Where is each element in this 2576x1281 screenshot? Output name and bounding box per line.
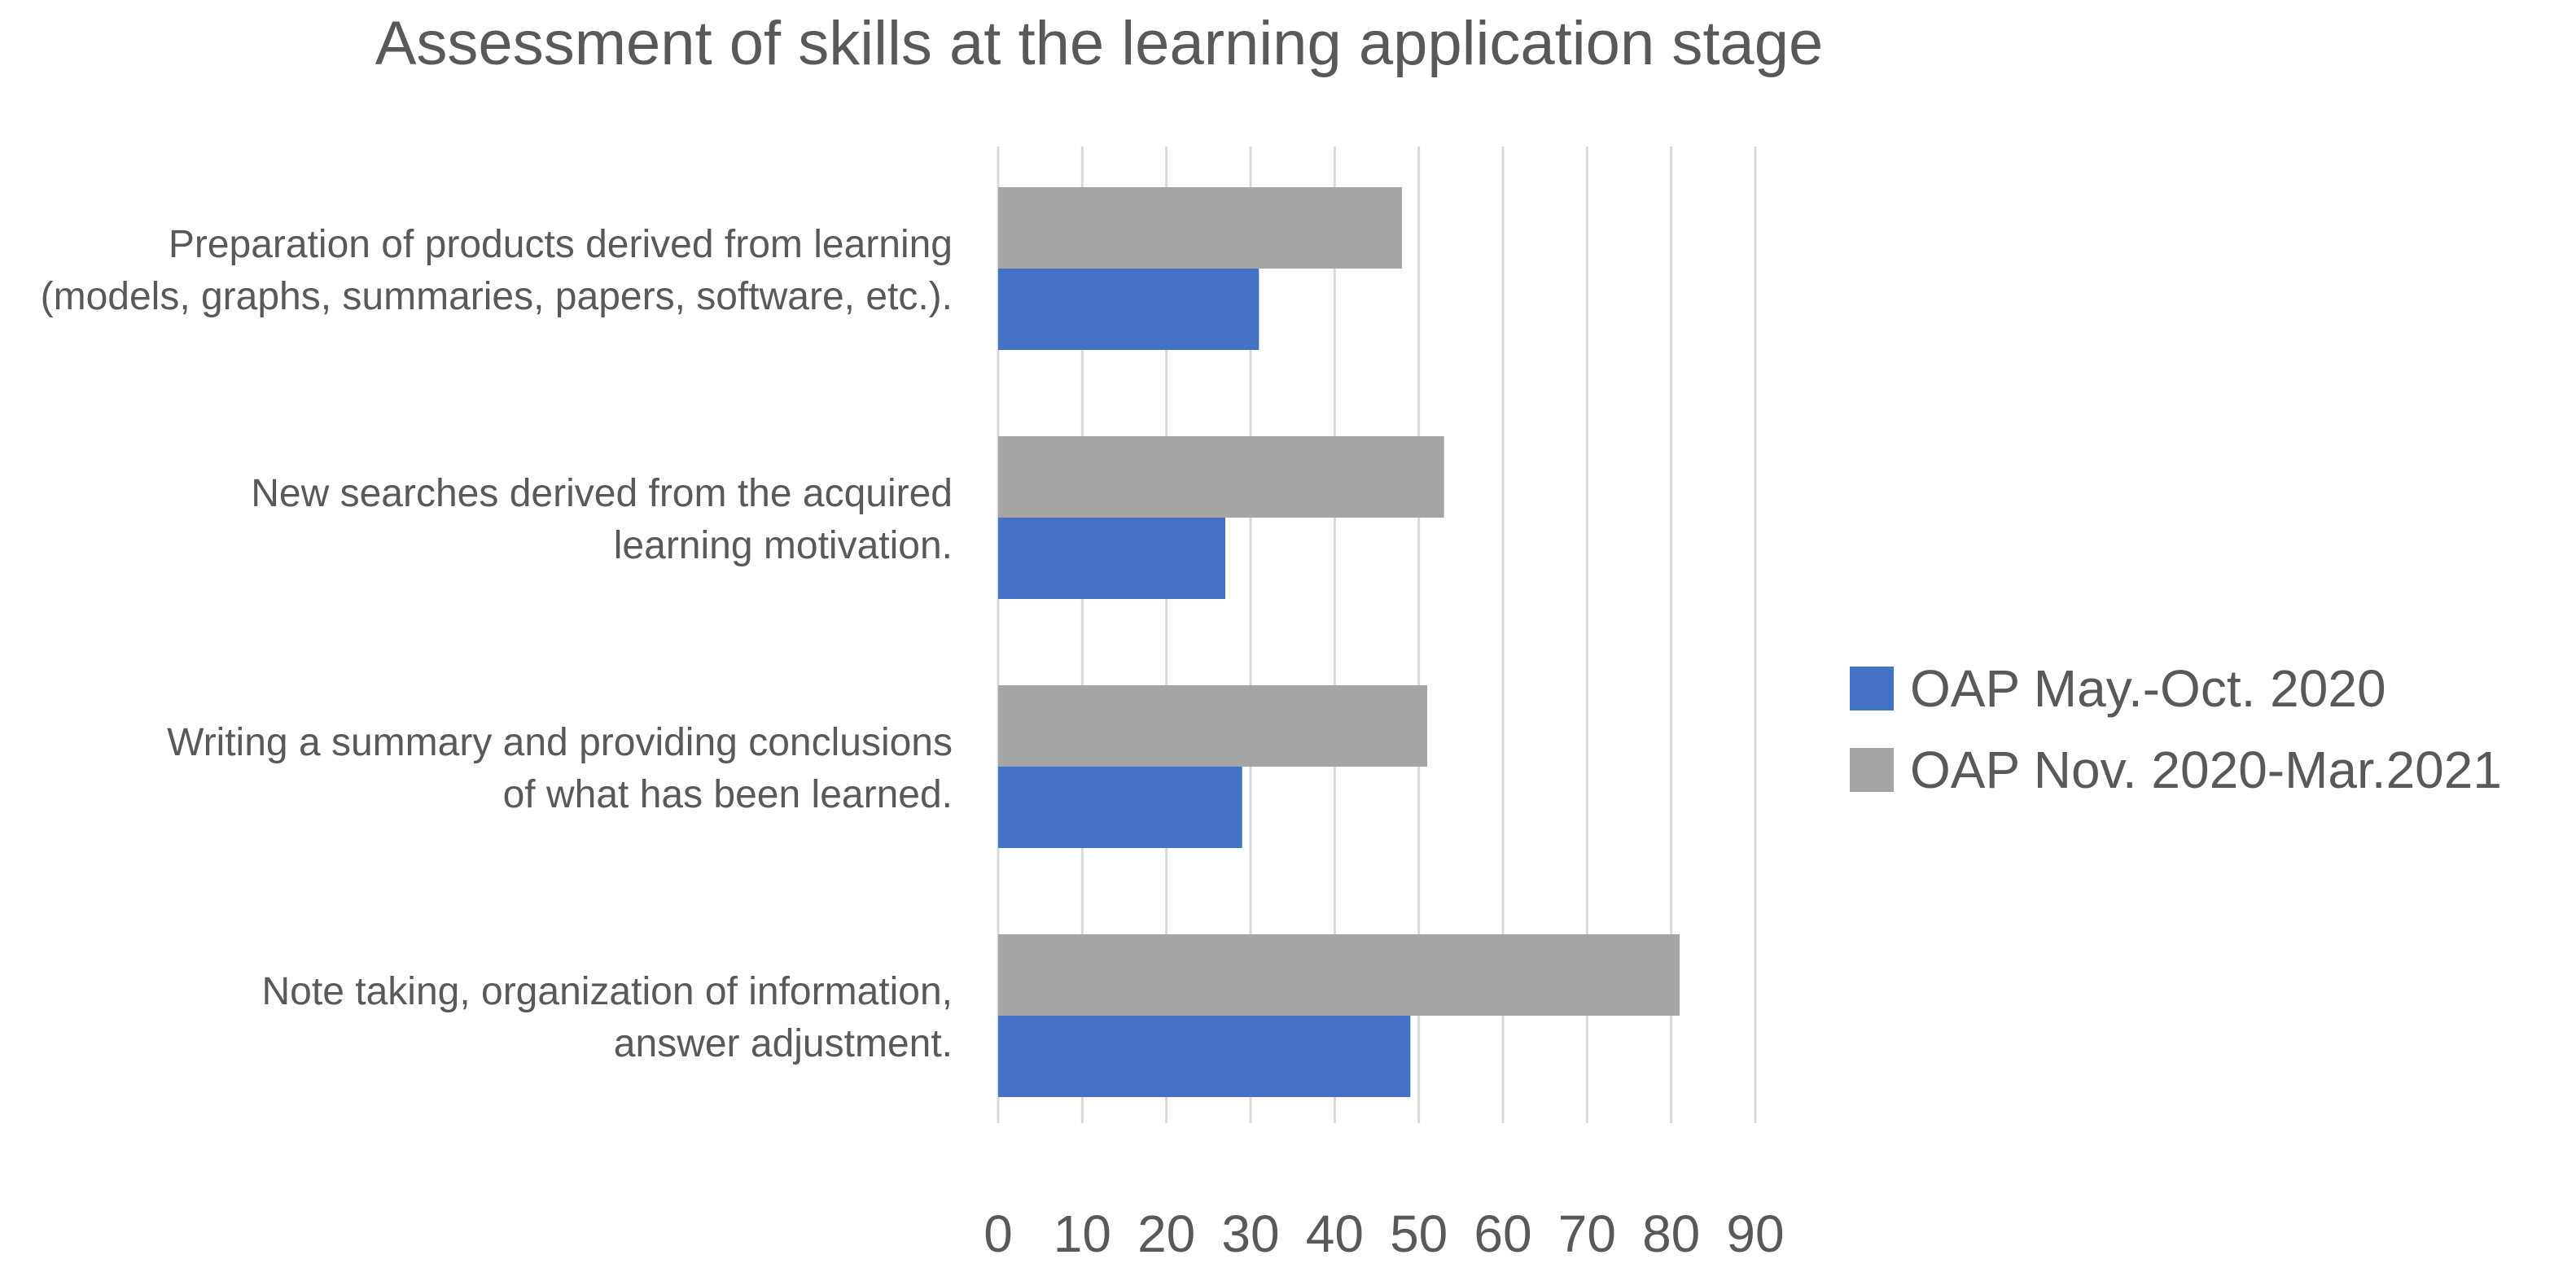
legend-label: OAP Nov. 2020-Mar.2021	[1910, 741, 2502, 799]
x-tick-label: 0	[984, 1204, 1013, 1263]
x-tick-label: 40	[1306, 1204, 1364, 1263]
chart-title: Assessment of skills at the learning app…	[375, 9, 1824, 78]
x-tick-labels: 0 10 20 30 40 50 60 70 80 90	[984, 1204, 1784, 1263]
category-label: New searches derived from the acquired le…	[251, 472, 953, 567]
x-tick-label: 20	[1137, 1204, 1195, 1263]
category-label-line: Writing a summary and providing conclusi…	[167, 721, 953, 764]
bar-series-2	[998, 187, 1402, 269]
legend-swatch	[1850, 667, 1894, 710]
x-tick-label: 80	[1642, 1204, 1700, 1263]
category-label-line: New searches derived from the acquired	[251, 472, 953, 515]
bars	[998, 187, 1680, 1097]
x-tick-label: 90	[1726, 1204, 1784, 1263]
x-tick-label: 70	[1558, 1204, 1616, 1263]
category-label-line: of what has been learned.	[503, 773, 953, 816]
category-label-line: (models, graphs, summaries, papers, soft…	[41, 275, 953, 318]
x-tick-label: 10	[1054, 1204, 1111, 1263]
category-label-line: Note taking, organization of information…	[262, 970, 953, 1013]
legend-item-series-2: OAP Nov. 2020-Mar.2021	[1850, 729, 2502, 811]
bar-series-1	[998, 1016, 1411, 1097]
category-label: Writing a summary and providing conclusi…	[167, 721, 953, 816]
bar-series-1	[998, 269, 1260, 350]
category-labels: Preparation of products derived from lea…	[41, 223, 953, 1065]
legend: OAP May.-Oct. 2020 OAP Nov. 2020-Mar.202…	[1850, 648, 2502, 811]
legend-swatch	[1850, 748, 1894, 792]
bar-series-2	[998, 436, 1444, 518]
bar-series-1	[998, 518, 1225, 599]
category-label-line: learning motivation.	[614, 524, 953, 567]
bar-series-2	[998, 934, 1680, 1016]
legend-item-series-1: OAP May.-Oct. 2020	[1850, 648, 2502, 729]
x-tick-label: 30	[1221, 1204, 1279, 1263]
x-tick-label: 50	[1390, 1204, 1448, 1263]
category-label-line: answer adjustment.	[614, 1022, 953, 1065]
category-label: Note taking, organization of information…	[262, 970, 953, 1065]
x-tick-label: 60	[1474, 1204, 1531, 1263]
category-label: Preparation of products derived from lea…	[41, 223, 953, 318]
category-label-line: Preparation of products derived from lea…	[169, 223, 953, 266]
bar-series-2	[998, 685, 1427, 767]
bar-series-1	[998, 767, 1242, 848]
legend-label: OAP May.-Oct. 2020	[1910, 659, 2386, 718]
